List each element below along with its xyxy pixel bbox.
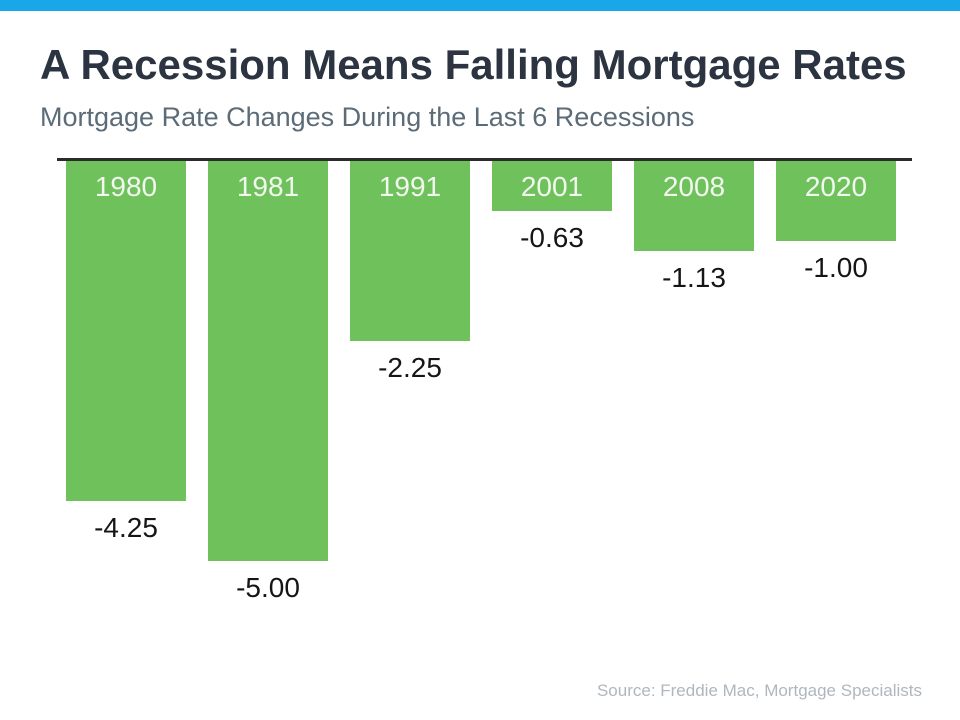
- bar-1980: 1980: [66, 161, 186, 501]
- top-accent-bar: [0, 0, 960, 11]
- bar-column-1980: 1980 -4.25: [66, 161, 186, 542]
- bar-value-label: -4.25: [94, 512, 158, 543]
- source-attribution: Source: Freddie Mac, Mortgage Specialist…: [596, 681, 922, 700]
- bar-2020: 2020: [776, 161, 896, 241]
- bar-1981: 1981: [208, 161, 328, 561]
- bar-value-label: -1.13: [662, 262, 726, 294]
- page-title: A Recession Means Falling Mortgage Rates: [40, 41, 907, 88]
- bar-year-label: 2008: [662, 171, 726, 202]
- bar-value-label: -1.00: [804, 252, 868, 283]
- bar-year-label: 2020: [804, 171, 868, 202]
- bar-year-label: 1981: [236, 171, 300, 202]
- bar-value-label: -2.25: [378, 352, 442, 383]
- bar-value-label: -5.00: [236, 572, 300, 603]
- bar-2001: 2001: [492, 161, 612, 212]
- bar-year-label: 1980: [94, 171, 158, 202]
- bar-column-2001: 2001 -0.63: [492, 161, 612, 252]
- bar-chart: 1980 -4.25 1981 -5.00 1991 -2.25 2001 -0…: [66, 161, 896, 602]
- bar-column-1991: 1991 -2.25: [350, 161, 470, 382]
- page-subtitle: Mortgage Rate Changes During the Last 6 …: [40, 102, 695, 132]
- bar-column-1981: 1981 -5.00: [208, 161, 328, 602]
- bar-2008: 2008: [634, 161, 754, 252]
- bar-column-2008: 2008 -1.13: [634, 161, 754, 292]
- bar-value-label: -0.63: [520, 222, 584, 254]
- bar-year-label: 1991: [378, 171, 442, 202]
- chart-baseline: [57, 158, 912, 161]
- bar-year-label: 2001: [520, 171, 584, 202]
- bar-column-2020: 2020 -1.00: [776, 161, 896, 282]
- bar-1991: 1991: [350, 161, 470, 341]
